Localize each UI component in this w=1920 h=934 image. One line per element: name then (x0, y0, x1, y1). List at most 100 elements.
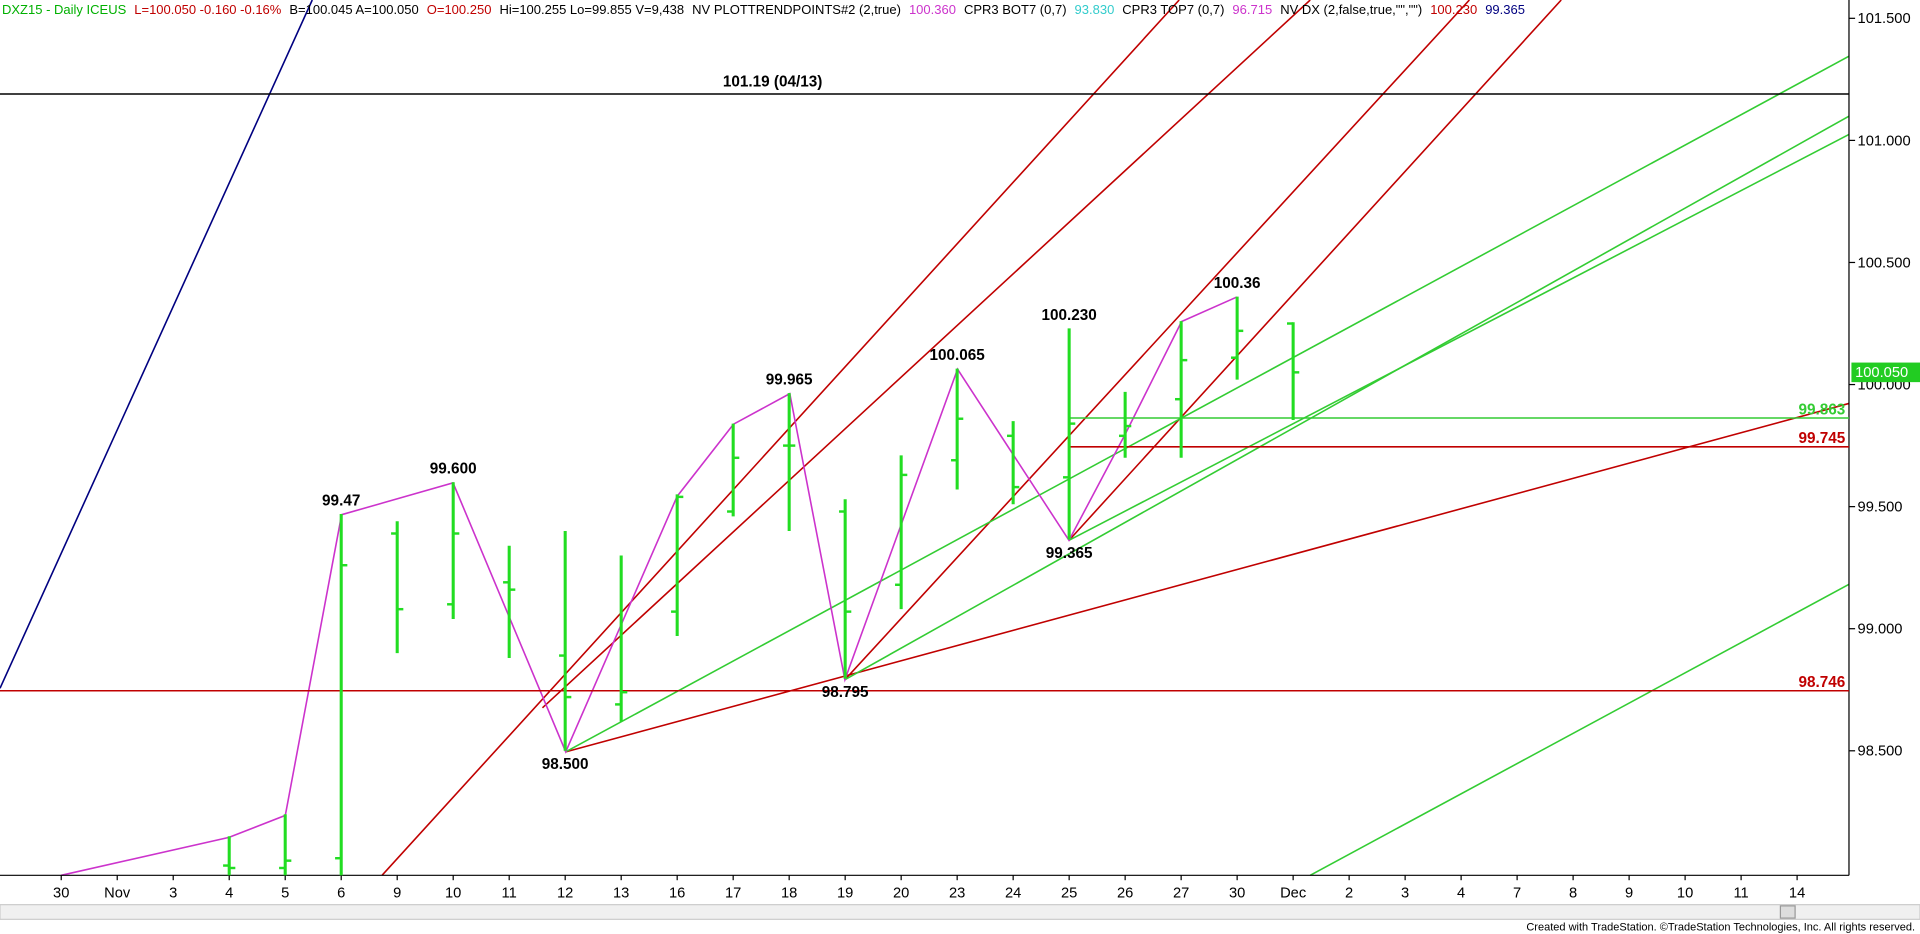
header-item: L=100.050 -0.160 -0.16% (134, 2, 282, 17)
level-label: 99.863 (1799, 401, 1846, 418)
header-item: NV PLOTTRENDPOINTS#2 (2,true) (692, 2, 901, 17)
x-tick-label: 13 (613, 885, 629, 901)
price-bar (783, 393, 796, 532)
header-item: DXZ15 - Daily ICEUS (2, 2, 127, 17)
trend-line (565, 55, 1850, 753)
header-item: 100.230 (1430, 2, 1478, 17)
x-tick-label: 2 (1345, 885, 1353, 901)
price-bar (1231, 296, 1244, 380)
x-tick-label: 3 (1401, 885, 1409, 901)
price-bar (391, 521, 404, 654)
header-item: 96.715 (1232, 2, 1273, 17)
x-tick-label: 4 (225, 885, 233, 901)
x-tick-label: 6 (337, 885, 345, 901)
scrollbar-thumb[interactable] (1779, 905, 1796, 919)
header-item: CPR3 TOP7 (0,7) (1122, 2, 1225, 17)
x-tick-label: 26 (1117, 885, 1133, 901)
x-tick-label: 30 (1229, 885, 1245, 901)
pivot-label: 100.230 (1042, 307, 1097, 324)
x-tick-label: 25 (1061, 885, 1077, 901)
x-tick-label: 12 (557, 885, 573, 901)
pivot-label: 99.365 (1046, 545, 1093, 562)
price-bar (223, 836, 236, 876)
x-tick-label: 16 (669, 885, 685, 901)
x-tick-label: 7 (1513, 885, 1521, 901)
price-bar (839, 499, 852, 679)
price-bar (895, 455, 908, 610)
trend-line (844, 115, 1850, 681)
trend-line (1068, 133, 1850, 542)
swing-line (61, 296, 1238, 877)
trend-line (1309, 583, 1850, 877)
pivot-label: 99.965 (766, 372, 813, 389)
y-tick-label: 98.500 (1858, 744, 1903, 760)
pivot-label: 98.500 (542, 756, 589, 773)
pivot-label: 100.065 (930, 347, 986, 364)
price-bar (503, 545, 516, 659)
trend-line (844, 0, 1470, 681)
x-tick-label: 8 (1569, 885, 1577, 901)
x-tick-label: 11 (502, 885, 517, 901)
header-item: 93.830 (1074, 2, 1115, 17)
x-tick-label: 10 (1677, 885, 1693, 901)
x-tick-label: 11 (1733, 885, 1748, 901)
trend-line (0, 0, 313, 689)
x-tick-label: 4 (1457, 885, 1465, 901)
price-bar (1007, 421, 1020, 505)
trend-line (565, 402, 1850, 753)
price-bar (279, 814, 292, 876)
x-tick-label: 3 (169, 885, 177, 901)
pivot-label: 98.795 (822, 684, 869, 701)
pivot-label: 99.600 (430, 461, 477, 478)
x-tick-label: 19 (837, 885, 853, 901)
header-item: Hi=100.255 Lo=99.855 V=9,438 (499, 2, 685, 17)
header-item: 100.360 (908, 2, 956, 17)
x-tick-label: 9 (393, 885, 401, 901)
price-bar (615, 555, 628, 722)
y-tick-label: 99.500 (1858, 500, 1903, 516)
level-label: 99.745 (1799, 430, 1846, 447)
x-tick-label: Dec (1280, 885, 1306, 901)
header-item: NV DX (2,false,true,"","") (1280, 2, 1423, 17)
pivot-label: 100.36 (1214, 275, 1261, 292)
header-item: 99.365 (1485, 2, 1525, 17)
trend-line (381, 0, 1180, 876)
price-bar (1287, 322, 1300, 420)
price-bar (671, 494, 684, 637)
y-tick-label: 101.000 (1858, 133, 1911, 149)
x-tick-label: 9 (1625, 885, 1633, 901)
x-tick-label: 5 (281, 885, 289, 901)
price-bar (1119, 391, 1132, 458)
header-item: O=100.250 (426, 2, 492, 17)
last-price-label: 100.050 (1855, 365, 1908, 381)
x-tick-label: 24 (1005, 885, 1021, 901)
trend-line (541, 0, 1311, 709)
level-label: 98.746 (1799, 674, 1846, 691)
x-tick-label: 17 (725, 885, 741, 901)
pivot-label: 99.47 (322, 492, 360, 509)
x-tick-label: 30 (53, 885, 69, 901)
price-bar (1175, 321, 1188, 458)
header-item: CPR3 BOT7 (0,7) (963, 2, 1067, 17)
header-item: B=100.045 A=100.050 (289, 2, 419, 17)
price-bar (447, 482, 460, 619)
x-tick-label: Nov (104, 885, 131, 901)
x-tick-label: 27 (1173, 885, 1189, 901)
x-tick-label: 18 (781, 885, 797, 901)
y-tick-label: 99.000 (1858, 622, 1903, 638)
trend-lines (0, 0, 1850, 877)
trend-line (1068, 0, 1562, 541)
y-tick-label: 100.500 (1858, 255, 1911, 271)
x-tick-label: 20 (893, 885, 909, 901)
x-tick-label: 23 (949, 885, 965, 901)
x-tick-label: 10 (445, 885, 461, 901)
price-bar (559, 531, 572, 751)
x-tick-label: 14 (1789, 885, 1805, 901)
price-bar (727, 423, 740, 517)
price-bar (951, 368, 964, 490)
price-bar (1063, 328, 1076, 540)
price-bar (335, 513, 348, 876)
scrollbar[interactable] (0, 904, 1920, 920)
